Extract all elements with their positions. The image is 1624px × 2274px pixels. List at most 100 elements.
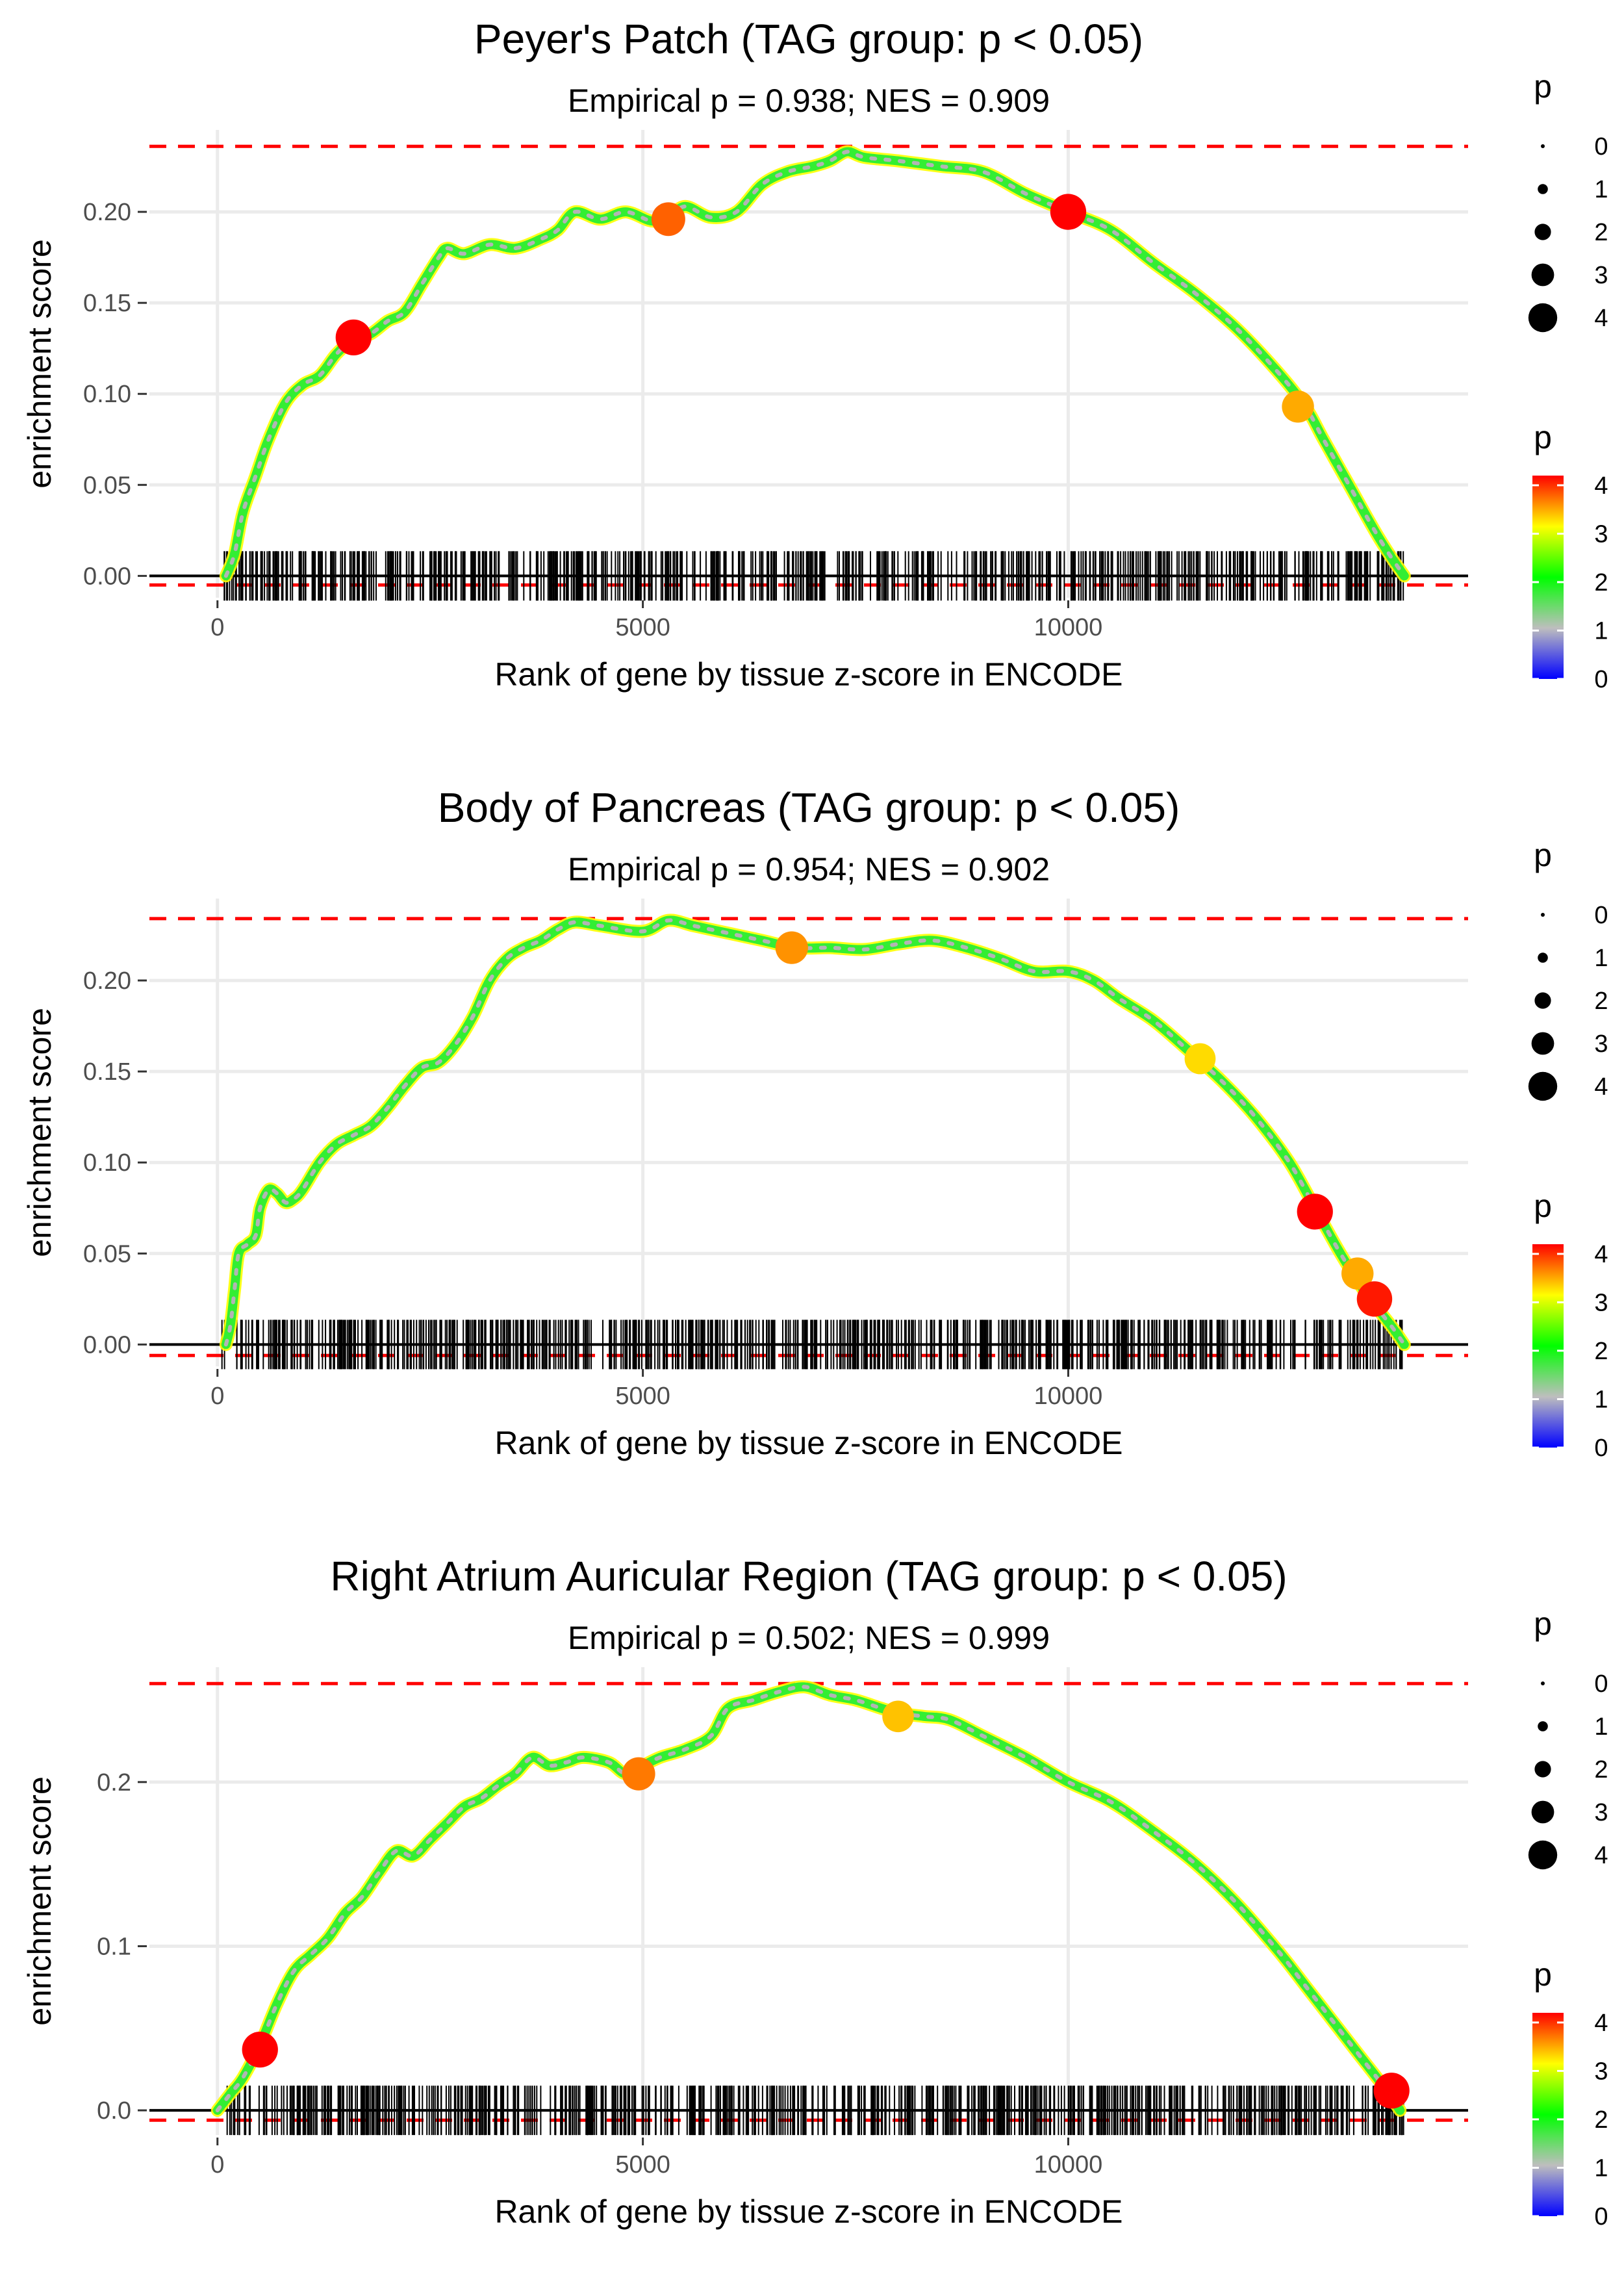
size-legend-label: 1 <box>1594 176 1608 203</box>
color-legend-label: 3 <box>1594 1289 1608 1316</box>
enrichment-curve <box>221 915 1409 1349</box>
size-legend-title: p <box>1534 837 1552 873</box>
significant-point <box>1184 1043 1216 1075</box>
chart-subtitle: Empirical p = 0.502; NES = 0.999 <box>568 1620 1050 1656</box>
significant-point <box>882 1700 914 1733</box>
chart-title: Right Atrium Auricular Region (TAG group… <box>330 1553 1287 1600</box>
size-legend-label: 4 <box>1594 305 1608 332</box>
x-axis-label: Rank of gene by tissue z-score in ENCODE <box>494 1425 1123 1461</box>
significant-point <box>622 1757 655 1791</box>
significant-point <box>1373 2073 1410 2109</box>
significant-point <box>1297 1194 1333 1230</box>
size-legend-label: 2 <box>1594 219 1608 246</box>
color-legend-label: 4 <box>1594 2010 1608 2037</box>
size-legend-label: 3 <box>1594 1030 1608 1058</box>
color-legend-label: 2 <box>1594 569 1608 596</box>
x-tick-label: 0 <box>210 1383 224 1410</box>
y-tick-label: 0.00 <box>83 1331 131 1359</box>
chart-subtitle: Empirical p = 0.938; NES = 0.909 <box>568 83 1050 119</box>
chart-title: Body of Pancreas (TAG group: p < 0.05) <box>438 784 1180 831</box>
size-legend-dot <box>1528 303 1558 333</box>
significant-point <box>1356 1281 1393 1317</box>
size-legend-label: 0 <box>1594 1670 1608 1698</box>
size-legend-dot <box>1534 224 1551 240</box>
y-axis-label: enrichment score <box>21 1776 58 2026</box>
color-bar <box>1532 476 1564 679</box>
x-tick-label: 0 <box>210 614 224 641</box>
color-legend-label: 1 <box>1594 617 1608 645</box>
size-legend-label: 3 <box>1594 1799 1608 1826</box>
color-legend-label: 4 <box>1594 1241 1608 1268</box>
enrichment-curve-core <box>223 149 1406 578</box>
color-legend-label: 3 <box>1594 520 1608 548</box>
significant-point <box>335 319 372 356</box>
panel-2: Body of Pancreas (TAG group: p < 0.05) Em… <box>21 784 1608 1462</box>
significant-point <box>1282 390 1314 423</box>
panel-1: Peyer's Patch (TAG group: p < 0.05) Empir… <box>21 16 1608 693</box>
size-legend-label: 0 <box>1594 902 1608 929</box>
enrichment-curve <box>221 147 1409 581</box>
color-legend-label: 1 <box>1594 2154 1608 2182</box>
x-tick-label: 0 <box>210 2151 224 2178</box>
color-legend-label: 3 <box>1594 2058 1608 2085</box>
size-legend-label: 2 <box>1594 988 1608 1015</box>
y-tick-label: 0.00 <box>83 563 131 590</box>
enrichment-curve-halo <box>219 913 1411 1351</box>
significant-point <box>651 202 685 236</box>
size-legend-label: 1 <box>1594 945 1608 972</box>
color-bar <box>1532 1244 1564 1448</box>
size-legend-dot <box>1541 1681 1545 1685</box>
significant-point <box>1050 194 1087 230</box>
size-legend-dot <box>1538 1721 1548 1731</box>
y-tick-label: 0.15 <box>83 290 131 317</box>
size-legend-label: 3 <box>1594 262 1608 289</box>
size-legend-dot <box>1534 992 1551 1009</box>
size-legend-dot <box>1528 1840 1558 1870</box>
color-legend-label: 1 <box>1594 1386 1608 1413</box>
size-legend-title: p <box>1534 68 1552 105</box>
size-legend-dot <box>1534 1761 1551 1778</box>
x-axis-label: Rank of gene by tissue z-score in ENCODE <box>494 2193 1123 2230</box>
x-tick-label: 10000 <box>1034 614 1103 641</box>
color-legend-title: p <box>1534 1188 1552 1224</box>
y-tick-label: 0.10 <box>83 381 131 408</box>
size-legend-label: 4 <box>1594 1842 1608 1869</box>
color-legend-label: 0 <box>1594 1435 1608 1462</box>
size-legend-dot <box>1541 144 1545 148</box>
chart-subtitle: Empirical p = 0.954; NES = 0.902 <box>568 851 1050 888</box>
size-legend-dot <box>1541 913 1545 917</box>
color-legend-title: p <box>1534 419 1552 455</box>
size-legend-dot <box>1531 263 1554 287</box>
size-legend-dot <box>1538 184 1548 194</box>
y-tick-label: 0.20 <box>83 199 131 226</box>
y-tick-label: 0.05 <box>83 1240 131 1268</box>
color-legend-label: 4 <box>1594 472 1608 500</box>
size-legend-dot <box>1538 952 1548 963</box>
y-tick-label: 0.1 <box>97 1933 131 1960</box>
enrichment-curve <box>212 1682 1405 2115</box>
y-tick-label: 0.10 <box>83 1149 131 1177</box>
size-legend-label: 4 <box>1594 1073 1608 1101</box>
enrichment-curve-core <box>223 918 1406 1347</box>
size-legend-label: 0 <box>1594 133 1608 160</box>
x-tick-label: 10000 <box>1034 2151 1103 2178</box>
significant-point <box>1341 1257 1374 1290</box>
y-axis-label: enrichment score <box>21 239 58 489</box>
significant-point <box>242 2031 278 2068</box>
panel-3: Right Atrium Auricular Region (TAG group… <box>21 1553 1608 2230</box>
color-legend-title: p <box>1534 1956 1552 1993</box>
size-legend-dot <box>1531 1800 1554 1824</box>
x-axis-label: Rank of gene by tissue z-score in ENCODE <box>494 656 1123 693</box>
size-legend-label: 1 <box>1594 1713 1608 1741</box>
y-tick-label: 0.15 <box>83 1058 131 1086</box>
chart-title: Peyer's Patch (TAG group: p < 0.05) <box>474 16 1143 62</box>
color-legend-label: 2 <box>1594 2106 1608 2134</box>
y-axis-label: enrichment score <box>21 1008 58 1257</box>
enrichment-curve-halo <box>219 145 1411 583</box>
size-legend-dot <box>1528 1071 1558 1101</box>
color-legend-label: 2 <box>1594 1338 1608 1365</box>
x-tick-label: 5000 <box>615 1383 670 1410</box>
x-tick-label: 5000 <box>615 614 670 641</box>
size-legend-title: p <box>1534 1605 1552 1642</box>
